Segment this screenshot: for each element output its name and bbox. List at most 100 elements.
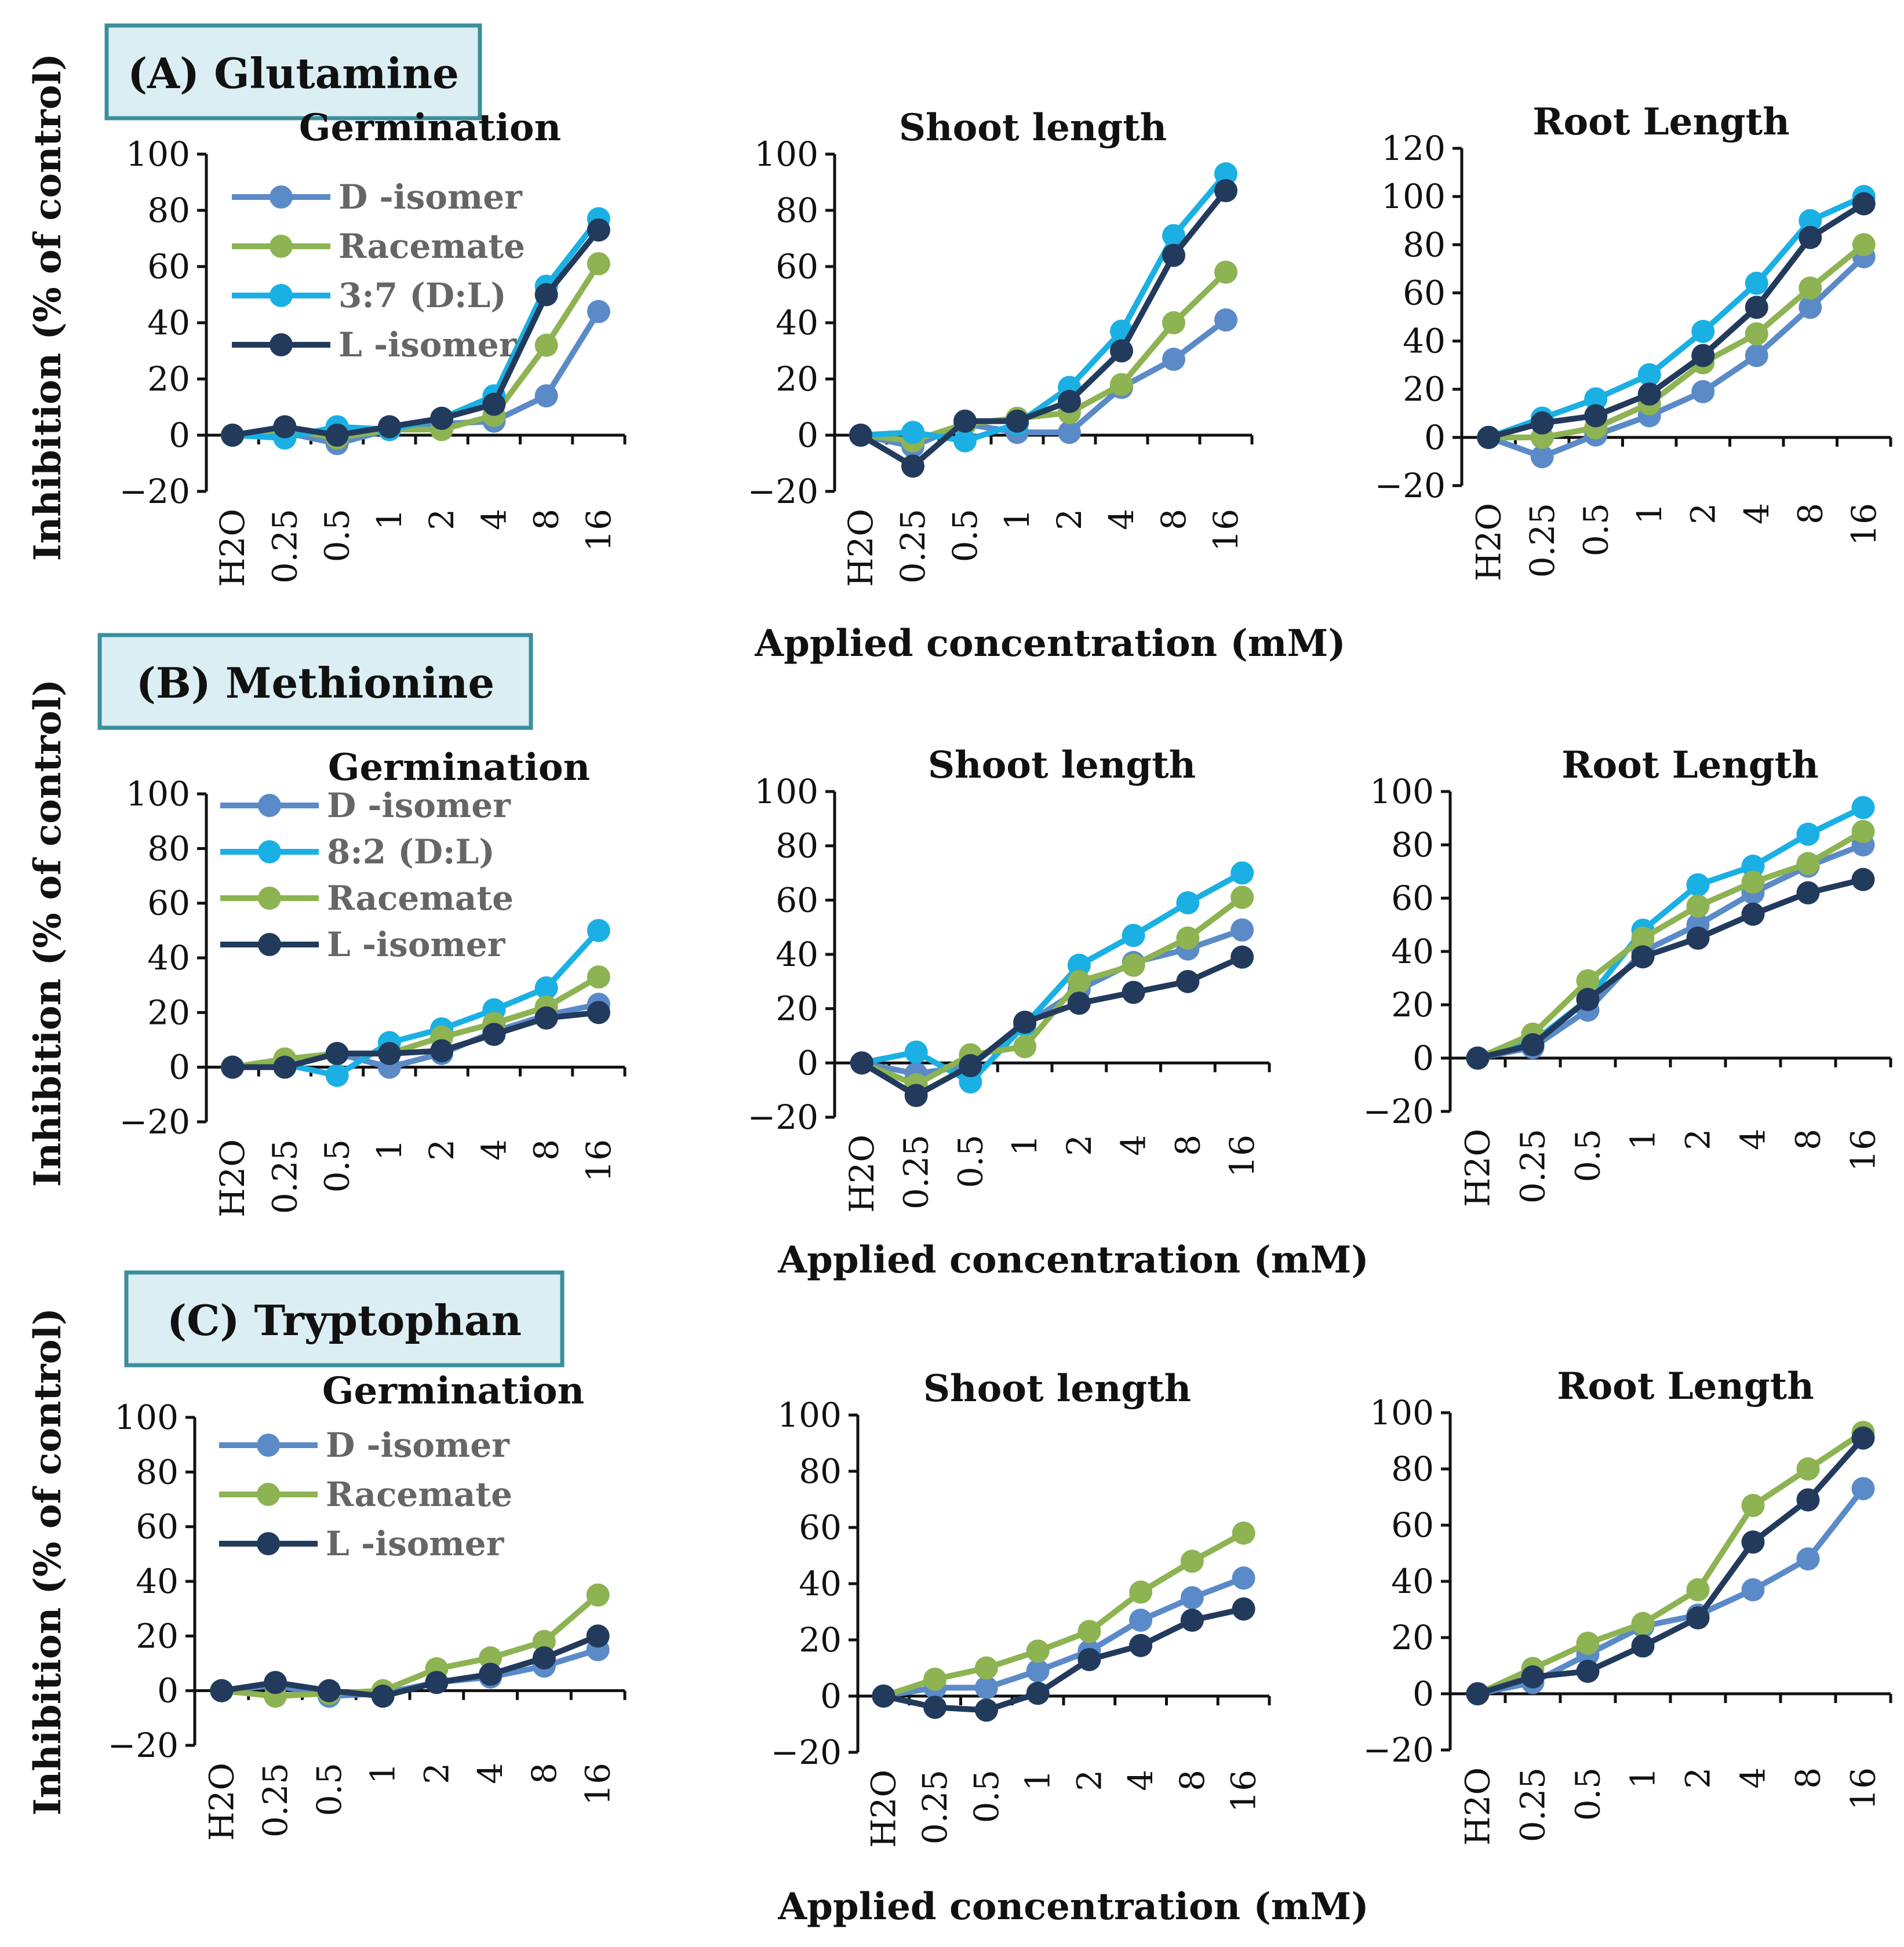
y-axis-label: Inhibition (% of control) <box>26 679 70 1187</box>
data-point-l <box>1851 867 1875 891</box>
chart-title: Shoot length <box>928 743 1196 787</box>
data-point-mix <box>325 1063 349 1087</box>
data-point-rac <box>479 1646 503 1670</box>
y-tick-label: 100 <box>114 1398 179 1437</box>
data-point-rac <box>1176 926 1200 950</box>
data-point-l <box>325 1042 349 1066</box>
y-tick-label: −20 <box>1363 1092 1434 1131</box>
y-tick-label: 20 <box>776 989 818 1029</box>
chart-title: Shoot length <box>923 1367 1191 1410</box>
x-tick-label: 1 <box>363 1763 403 1784</box>
x-tick-label: 16 <box>1844 503 1884 546</box>
data-point-l <box>1686 927 1710 950</box>
data-point-d <box>1129 1609 1153 1632</box>
data-point-rac <box>974 1656 998 1680</box>
x-tick-label: 0.25 <box>1513 1767 1553 1842</box>
x-tick-label: 2 <box>417 1763 456 1784</box>
y-tick-label: 0 <box>797 415 818 455</box>
data-point-mix <box>953 429 977 453</box>
x-tick-label: 1 <box>1630 503 1669 524</box>
chart-tryptophan-shoot-length: Shoot length −20 0 20 40 60 80 100 H2O 0.25 0.5 1 2 4… <box>771 1367 1271 1848</box>
data-point-mix <box>901 421 924 444</box>
chart-title: Germination <box>299 106 561 150</box>
data-point-l <box>1214 179 1237 203</box>
x-tick-label: 0.25 <box>893 509 933 584</box>
data-point-l <box>1466 1682 1490 1705</box>
data-point-rac <box>1741 1494 1765 1518</box>
legend-swatch-marker <box>258 887 281 910</box>
x-tick-label: 16 <box>579 1139 618 1182</box>
y-tick-label: 20 <box>1391 985 1434 1024</box>
x-tick-label: 8 <box>1790 503 1830 524</box>
data-point-rac <box>532 1629 556 1653</box>
x-axis-label: Applied concentration (mM) <box>754 622 1345 665</box>
data-point-d <box>974 1676 998 1700</box>
y-tick-label: 80 <box>799 1452 842 1491</box>
y-tick-label: 0 <box>169 415 190 455</box>
y-tick-label: 0 <box>1424 418 1446 457</box>
y-tick-label: 60 <box>147 247 190 286</box>
x-tick-label: 0.25 <box>1523 503 1562 578</box>
x-tick-label: 0.5 <box>967 1770 1006 1823</box>
y-tick-label: 60 <box>776 880 818 920</box>
x-tick-label: 16 <box>1224 1770 1264 1813</box>
data-point-l <box>872 1685 895 1708</box>
data-point-rac <box>1745 322 1768 346</box>
legend-swatch-marker <box>257 1483 280 1506</box>
y-tick-label: 80 <box>1391 825 1434 865</box>
data-point-rac <box>1067 969 1091 993</box>
x-tick-label: 2 <box>1683 503 1723 524</box>
y-tick-label: 80 <box>147 829 190 868</box>
x-axis-label: Applied concentration (mM) <box>777 1885 1368 1928</box>
data-point-rac <box>1026 1639 1050 1663</box>
legend-swatch-marker <box>270 333 293 356</box>
x-tick-label: 4 <box>1114 1135 1153 1156</box>
x-tick-label: 0.5 <box>951 1135 990 1188</box>
data-point-mix <box>1176 891 1200 915</box>
data-point-l <box>1796 1488 1820 1512</box>
x-axis-label: Applied concentration (mM) <box>777 1238 1368 1282</box>
data-point-l <box>1013 1011 1037 1034</box>
x-tick-label: H2O <box>842 1135 882 1213</box>
data-point-rac <box>1122 953 1145 977</box>
data-point-l <box>1530 411 1554 435</box>
x-tick-label: 16 <box>1844 1767 1883 1810</box>
y-tick-label: 100 <box>754 772 818 811</box>
chart-title: Germination <box>322 1369 584 1413</box>
y-tick-label: −20 <box>748 1098 818 1137</box>
x-tick-label: 0.25 <box>265 1139 304 1214</box>
data-point-l <box>425 1671 449 1694</box>
x-tick-label: 8 <box>527 509 566 530</box>
y-tick-label: 40 <box>776 303 818 342</box>
x-tick-label: 8 <box>1789 1767 1828 1789</box>
data-point-l <box>1077 1647 1101 1671</box>
data-point-l <box>1122 980 1145 1004</box>
y-tick-label: 100 <box>126 774 190 814</box>
x-tick-label: 4 <box>471 1763 510 1784</box>
x-tick-label: 16 <box>1222 1135 1262 1177</box>
data-point-l <box>273 415 297 439</box>
x-tick-label: 16 <box>1206 509 1246 552</box>
data-point-rac <box>1741 870 1765 894</box>
x-tick-label: 2 <box>1679 1129 1718 1150</box>
data-point-rac <box>1576 969 1600 993</box>
x-tick-label: 2 <box>1050 509 1089 530</box>
x-tick-label: 0.25 <box>256 1763 295 1837</box>
data-point-rac <box>1129 1580 1153 1604</box>
y-axis-label: Inhibition (% of control) <box>26 53 70 561</box>
x-tick-label: 8 <box>527 1139 566 1161</box>
data-point-l <box>904 1084 928 1107</box>
data-point-l <box>1584 404 1608 428</box>
data-point-mix <box>1122 924 1145 947</box>
legend-label: D -isomer <box>326 1425 510 1465</box>
data-point-rac <box>534 333 558 357</box>
data-point-l <box>1637 382 1661 406</box>
data-point-l <box>1741 902 1765 926</box>
x-tick-label: 1 <box>370 1139 409 1161</box>
legend-label: 3:7 (D:L) <box>338 276 507 315</box>
data-point-mix <box>1851 796 1875 819</box>
y-tick-label: 0 <box>797 1043 818 1082</box>
x-tick-label: 0.25 <box>897 1135 936 1209</box>
series-line-mix <box>860 172 1228 444</box>
